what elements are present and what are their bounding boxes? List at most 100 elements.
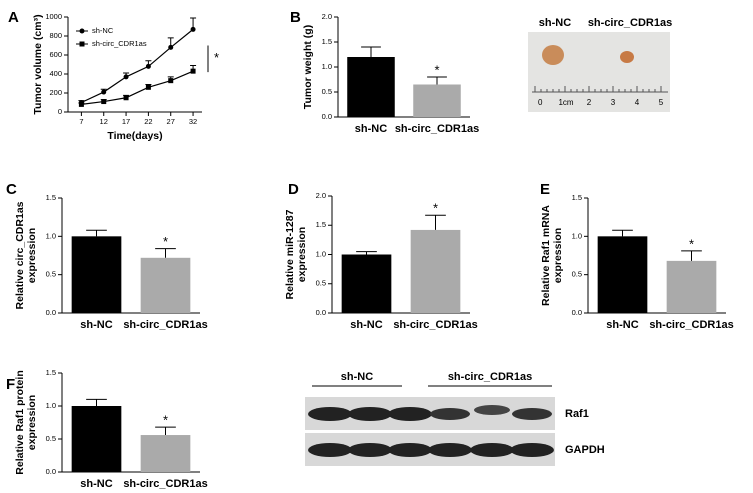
- band: [474, 405, 510, 415]
- x-tick-label: sh-circ_CDR1as: [393, 319, 477, 331]
- y-axis-label: expression: [552, 228, 564, 283]
- bar: [666, 260, 717, 313]
- y-tick-label: 0.0: [46, 308, 56, 317]
- blot-row-label: Raf1: [565, 408, 589, 420]
- x-tick-label: 22: [144, 117, 152, 126]
- y-tick-label: 0.5: [46, 434, 56, 443]
- blot-group: sh-NC: [341, 371, 373, 383]
- legend-label: sh-circ_CDR1as: [92, 39, 147, 48]
- ruler-label: 3: [611, 98, 616, 107]
- marker: [145, 63, 151, 69]
- error-bar: [425, 214, 446, 230]
- x-tick-label: sh-NC: [80, 478, 112, 490]
- band: [388, 407, 432, 421]
- panel-letter: D: [288, 181, 299, 198]
- y-tick-label: 2.0: [322, 12, 332, 21]
- band: [428, 443, 472, 457]
- marker: [123, 74, 129, 80]
- photo-background: [528, 32, 670, 112]
- annotation: *: [163, 413, 168, 428]
- x-tick-label: 32: [189, 117, 197, 126]
- band: [348, 443, 392, 457]
- y-tick-label: 0.5: [572, 270, 582, 279]
- marker: [168, 44, 174, 50]
- ruler-label: 2: [587, 98, 592, 107]
- bar: [71, 236, 122, 313]
- band: [470, 443, 514, 457]
- tumor: [620, 51, 634, 63]
- error-bar: [86, 398, 107, 406]
- error-bar: [356, 251, 377, 255]
- x-tick-label: sh-circ_CDR1as: [123, 319, 207, 331]
- x-tick-label: sh-NC: [606, 319, 638, 331]
- y-axis-label: Relative circ_CDR1as: [14, 201, 26, 309]
- y-tick-label: 0.5: [322, 87, 332, 96]
- bar: [71, 406, 122, 472]
- y-axis-label: expression: [26, 395, 38, 450]
- marker: [101, 89, 107, 95]
- error-bar: [361, 46, 381, 57]
- y-tick-label: 1.0: [322, 62, 332, 71]
- marker: [123, 95, 129, 101]
- y-tick-label: 1000: [45, 12, 62, 21]
- band: [348, 407, 392, 421]
- marker: [79, 28, 85, 34]
- y-tick-label: 1.5: [46, 193, 56, 202]
- legend-label: sh-NC: [92, 26, 114, 35]
- ruler-ticks: [534, 86, 662, 92]
- y-tick-label: 600: [49, 50, 62, 59]
- band: [512, 408, 552, 420]
- x-tick-label: sh-NC: [355, 123, 387, 135]
- tumor: [542, 45, 564, 65]
- ruler-label: 0: [538, 98, 543, 107]
- error-bar: [427, 76, 447, 85]
- y-axis-label: Relative Raf1 mRNA: [540, 205, 552, 306]
- annotation: *: [434, 62, 439, 77]
- panel-letter: E: [540, 181, 550, 198]
- photo-label: sh-NC: [539, 17, 571, 29]
- panel-letter: C: [6, 181, 17, 198]
- y-axis-label: Tumor weight (g): [302, 25, 314, 109]
- ruler-label: 1cm: [558, 98, 573, 107]
- marker: [190, 26, 196, 32]
- y-axis-label: expression: [296, 227, 308, 282]
- y-tick-label: 1.0: [46, 231, 56, 240]
- x-tick-label: sh-NC: [80, 319, 112, 331]
- marker: [101, 99, 107, 105]
- panel-letter: F: [6, 376, 15, 393]
- band: [388, 443, 432, 457]
- panel-letter: B: [290, 9, 301, 26]
- photo-label: sh-circ_CDR1as: [588, 17, 672, 29]
- bar: [410, 229, 461, 313]
- y-tick-label: 0.0: [572, 308, 582, 317]
- y-tick-label: 0.0: [322, 112, 332, 121]
- error-bar: [681, 250, 702, 261]
- y-tick-label: 1.5: [572, 193, 582, 202]
- annotation: *: [689, 236, 694, 251]
- y-tick-label: 0.0: [46, 467, 56, 476]
- y-tick-label: 1.5: [46, 368, 56, 377]
- y-tick-label: 2.0: [316, 191, 326, 200]
- band: [308, 407, 352, 421]
- marker: [145, 84, 151, 90]
- x-axis-label: Time(days): [107, 130, 162, 142]
- y-tick-label: 0: [58, 107, 62, 116]
- annotation: *: [163, 234, 168, 249]
- band: [510, 443, 554, 457]
- ruler-label: 5: [659, 98, 664, 107]
- series-line: [81, 70, 194, 105]
- tumor-photo: 0 1cm 2 3 4 5: [528, 32, 670, 112]
- marker: [78, 101, 84, 107]
- x-tick-label: sh-NC: [350, 319, 382, 331]
- y-tick-label: 0.5: [316, 279, 326, 288]
- error-bar: [155, 426, 176, 436]
- y-axis-label: Tumor volume (cm³): [32, 14, 44, 114]
- blot-group: sh-circ_CDR1as: [448, 371, 532, 383]
- y-axis-label: Relative miR-1287: [284, 209, 296, 299]
- y-tick-label: 1.5: [322, 37, 332, 46]
- marker: [168, 78, 174, 84]
- bar: [597, 236, 648, 313]
- y-tick-label: 400: [49, 69, 62, 78]
- x-tick-label: sh-circ_CDR1as: [649, 319, 733, 331]
